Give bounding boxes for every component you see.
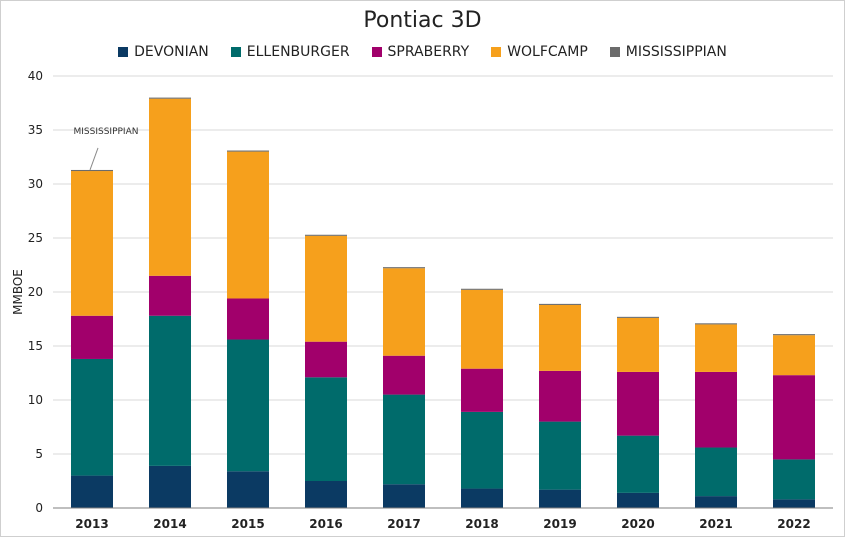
- annotation-label: MISSISSIPPIAN: [74, 127, 139, 137]
- x-tick-label: 2014: [153, 517, 186, 531]
- chart-legend: DEVONIAN ELLENBURGER SPRABERRY WOLFCAMP MISS…: [0, 44, 845, 60]
- bar-mississippian-2021: [695, 323, 737, 325]
- bar-ellenburger-2014: [149, 315, 191, 466]
- bar-devonian-2022: [773, 499, 815, 508]
- y-tick-label: 40: [28, 69, 43, 83]
- legend-label: MISSISSIPPIAN: [625, 44, 727, 60]
- y-tick-label: 20: [28, 285, 43, 299]
- bar-wolfcamp-2020: [617, 317, 659, 372]
- bar-wolfcamp-2015: [227, 151, 269, 299]
- bar-ellenburger-2022: [773, 459, 815, 500]
- bar-mississippian-2017: [383, 267, 425, 269]
- bar-ellenburger-2020: [617, 435, 659, 493]
- x-tick-label: 2013: [75, 517, 108, 531]
- bar-mississippian-2013: [71, 169, 113, 172]
- x-tick-label: 2021: [699, 517, 732, 531]
- bar-wolfcamp-2013: [71, 171, 113, 316]
- legend-item-devonian: DEVONIAN: [118, 44, 209, 60]
- y-axis-label: MMBOE: [11, 269, 25, 315]
- bar-ellenburger-2018: [461, 411, 503, 489]
- bar-mississippian-2018: [461, 288, 503, 290]
- bar-wolfcamp-2014: [149, 98, 191, 276]
- bar-wolfcamp-2018: [461, 289, 503, 369]
- legend-swatch: [609, 47, 620, 57]
- x-tick-label: 2019: [543, 517, 576, 531]
- x-tick-label: 2022: [777, 517, 810, 531]
- bar-spraberry-2015: [227, 298, 269, 340]
- bar-ellenburger-2019: [539, 421, 581, 490]
- legend-item-mississippian: MISSISSIPPIAN: [609, 44, 727, 60]
- y-tick-label: 35: [28, 123, 43, 137]
- bar-devonian-2018: [461, 488, 503, 508]
- legend-label: DEVONIAN: [134, 44, 209, 60]
- bar-ellenburger-2017: [383, 394, 425, 485]
- y-tick-label: 15: [28, 339, 43, 353]
- bar-spraberry-2019: [539, 370, 581, 422]
- bar-mississippian-2016: [305, 234, 347, 236]
- y-tick-label: 30: [28, 177, 43, 191]
- x-tick-label: 2015: [231, 517, 264, 531]
- bar-devonian-2016: [305, 481, 347, 508]
- legend-item-ellenburger: ELLENBURGER: [230, 44, 350, 60]
- bar-spraberry-2022: [773, 375, 815, 460]
- bar-mississippian-2022: [773, 334, 815, 336]
- bar-ellenburger-2013: [71, 358, 113, 476]
- bar-devonian-2020: [617, 492, 659, 508]
- legend-label: ELLENBURGER: [246, 44, 350, 60]
- legend-swatch: [371, 47, 382, 57]
- bar-devonian-2019: [539, 489, 581, 508]
- bar-devonian-2013: [71, 475, 113, 508]
- bar-wolfcamp-2016: [305, 235, 347, 342]
- legend-label: WOLFCAMP: [507, 44, 588, 60]
- bar-mississippian-2014: [149, 97, 191, 99]
- legend-swatch: [491, 47, 502, 57]
- bar-mississippian-2020: [617, 316, 659, 318]
- bar-wolfcamp-2021: [695, 324, 737, 372]
- bar-spraberry-2018: [461, 368, 503, 412]
- x-tick-label: 2017: [387, 517, 420, 531]
- bar-ellenburger-2016: [305, 377, 347, 481]
- legend-item-wolfcamp: WOLFCAMP: [491, 44, 588, 60]
- x-tick-label: 2016: [309, 517, 342, 531]
- bar-spraberry-2016: [305, 341, 347, 378]
- bar-spraberry-2013: [71, 315, 113, 359]
- bar-devonian-2015: [227, 471, 269, 508]
- y-tick-label: 0: [35, 501, 43, 515]
- bar-devonian-2021: [695, 496, 737, 508]
- legend-swatch: [230, 47, 241, 57]
- bar-ellenburger-2015: [227, 339, 269, 472]
- bar-devonian-2017: [383, 484, 425, 508]
- bar-spraberry-2017: [383, 355, 425, 395]
- y-tick-label: 10: [28, 393, 43, 407]
- bar-wolfcamp-2017: [383, 268, 425, 356]
- bar-spraberry-2014: [149, 275, 191, 316]
- bar-spraberry-2020: [617, 371, 659, 436]
- y-tick-label: 5: [35, 447, 43, 461]
- legend-swatch: [118, 47, 129, 57]
- bar-wolfcamp-2019: [539, 304, 581, 371]
- y-tick-label: 25: [28, 231, 43, 245]
- bar-spraberry-2021: [695, 371, 737, 448]
- bar-devonian-2014: [149, 465, 191, 508]
- x-tick-label: 2018: [465, 517, 498, 531]
- chart-title: Pontiac 3D: [363, 8, 482, 33]
- bar-wolfcamp-2022: [773, 335, 815, 376]
- x-tick-label: 2020: [621, 517, 654, 531]
- bar-ellenburger-2021: [695, 447, 737, 497]
- legend-label: SPRABERRY: [387, 44, 470, 60]
- bar-mississippian-2015: [227, 150, 269, 152]
- bar-mississippian-2019: [539, 303, 581, 305]
- annotation-leader: [89, 147, 99, 171]
- legend-item-spraberry: SPRABERRY: [371, 44, 470, 60]
